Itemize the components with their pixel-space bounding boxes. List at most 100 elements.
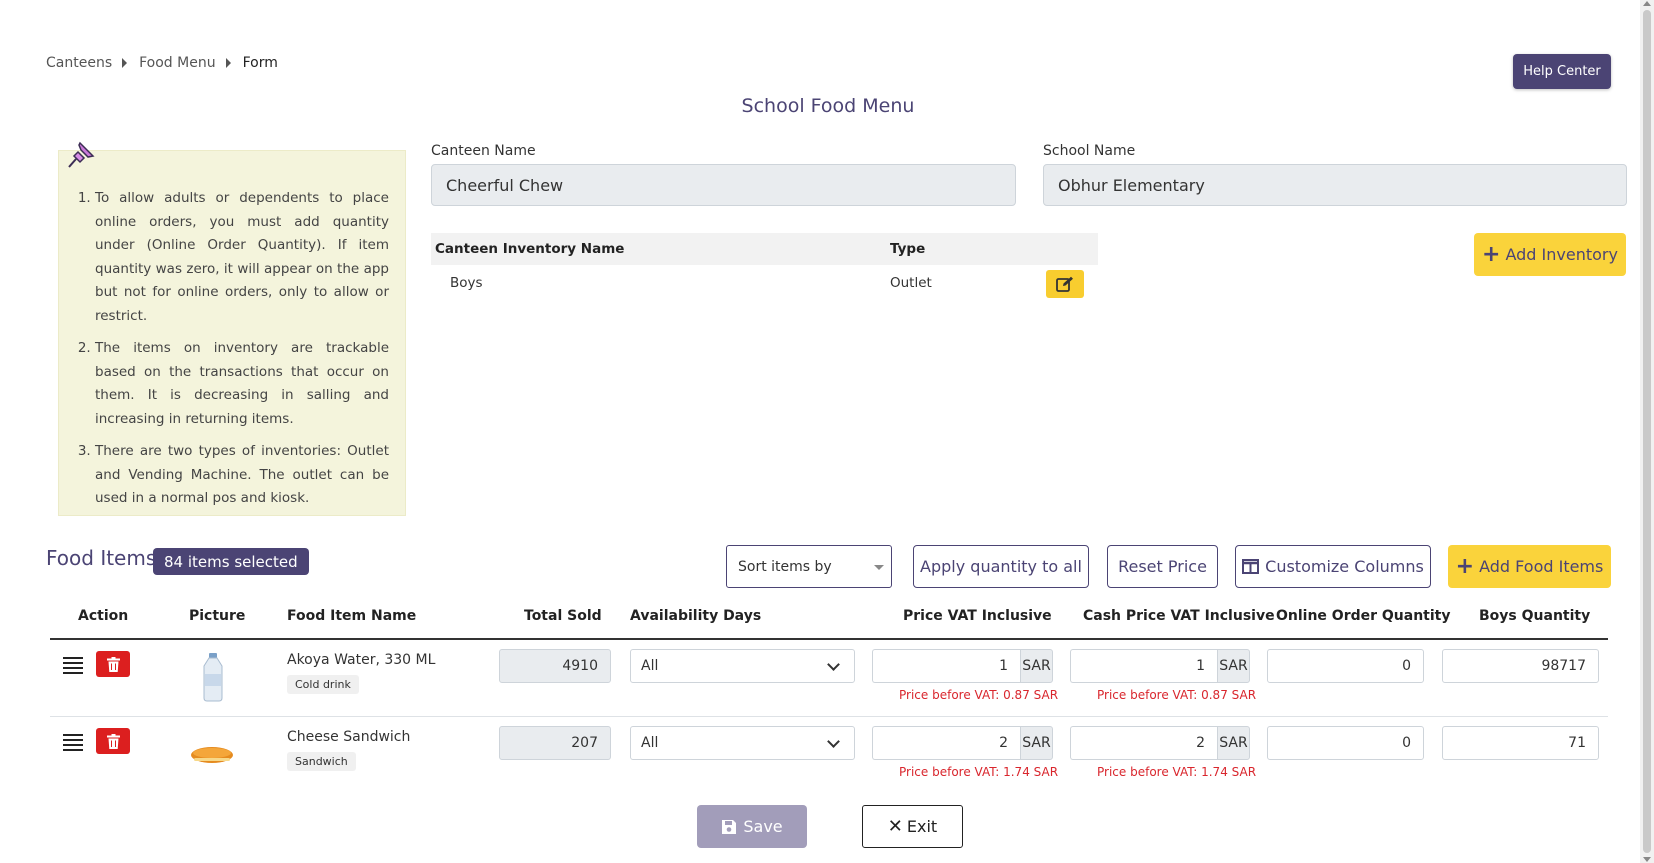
water-bottle-image <box>203 653 223 702</box>
school-name-field: Obhur Elementary <box>1043 164 1627 206</box>
cash-price-input-group: 1 SAR <box>1070 649 1250 683</box>
edit-inventory-button[interactable] <box>1046 270 1084 298</box>
save-button[interactable]: Save <box>697 805 807 848</box>
breadcrumb-current: Form <box>242 55 278 71</box>
inventory-name-cell: Boys <box>450 275 483 291</box>
breadcrumb-food-menu[interactable]: Food Menu <box>139 55 216 71</box>
close-icon: ✕ <box>887 815 903 837</box>
canteen-name-label: Canteen Name <box>431 143 536 159</box>
cash-price-input-group: 2 SAR <box>1070 726 1250 760</box>
online-order-quantity-input[interactable]: 0 <box>1267 726 1424 760</box>
school-name-label: School Name <box>1043 143 1136 159</box>
currency-addon: SAR <box>1020 726 1053 760</box>
apply-quantity-button[interactable]: Apply quantity to all <box>913 545 1089 588</box>
plus-icon: + <box>1455 553 1475 579</box>
scroll-up-icon[interactable] <box>1643 1 1651 6</box>
online-order-quantity-header: Online Order Quantity <box>1276 608 1451 624</box>
availability-days-select[interactable]: All <box>630 726 855 760</box>
boys-quantity-header: Boys Quantity <box>1479 608 1591 624</box>
food-item-category-tag: Cold drink <box>287 675 359 694</box>
plus-icon: + <box>1482 241 1501 267</box>
chevron-down-icon <box>827 735 840 748</box>
instructions-panel: To allow adults or dependents to place o… <box>58 150 406 516</box>
breadcrumb-canteens[interactable]: Canteens <box>46 55 113 71</box>
exit-button[interactable]: ✕ Exit <box>862 805 963 848</box>
edit-icon <box>1056 276 1073 292</box>
drag-handle-icon[interactable] <box>63 734 83 751</box>
inventory-type-cell: Outlet <box>890 275 932 291</box>
inventory-type-header: Type <box>890 241 926 257</box>
columns-icon <box>1242 559 1260 574</box>
total-sold-header: Total Sold <box>524 608 602 624</box>
availability-days-value: All <box>641 658 659 674</box>
instruction-item: There are two types of inventories: Outl… <box>95 440 389 511</box>
scroll-down-icon[interactable] <box>1643 857 1651 862</box>
inventory-row: Boys Outlet <box>431 265 1098 301</box>
food-item-name: Akoya Water, 330 ML <box>287 652 436 668</box>
cash-price-input[interactable]: 2 <box>1070 726 1217 760</box>
trash-icon <box>106 733 120 749</box>
inventory-name-header: Canteen Inventory Name <box>435 241 625 257</box>
price-vat-input-group: 1 SAR <box>872 649 1053 683</box>
total-sold-field: 4910 <box>499 649 611 683</box>
add-inventory-label: Add Inventory <box>1505 245 1618 264</box>
pushpin-icon <box>68 141 95 168</box>
caret-down-icon <box>874 565 884 570</box>
page-title: School Food Menu <box>741 95 915 117</box>
caret-right-icon <box>225 58 231 68</box>
price-vat-header: Price VAT Inclusive <box>903 608 1052 624</box>
food-item-category-tag: Sandwich <box>287 752 356 771</box>
add-inventory-button[interactable]: + Add Inventory <box>1474 233 1626 276</box>
cash-price-before-vat-note: Price before VAT: 0.87 SAR <box>1097 688 1257 702</box>
food-item-name-header: Food Item Name <box>287 608 417 624</box>
currency-addon: SAR <box>1020 649 1053 683</box>
trash-icon <box>106 656 120 672</box>
add-food-items-label: Add Food Items <box>1479 557 1604 576</box>
sort-select-value: Sort items by <box>738 558 832 575</box>
total-sold-field: 207 <box>499 726 611 760</box>
availability-days-select[interactable]: All <box>630 649 855 683</box>
currency-addon: SAR <box>1217 649 1250 683</box>
breadcrumb: Canteens Food Menu Form <box>46 55 278 71</box>
price-before-vat-note: Price before VAT: 0.87 SAR <box>899 688 1059 702</box>
price-vat-input-group: 2 SAR <box>872 726 1053 760</box>
delete-item-button[interactable] <box>96 651 130 677</box>
online-order-quantity-input[interactable]: 0 <box>1267 649 1424 683</box>
cash-price-vat-header: Cash Price VAT Inclusive <box>1083 608 1275 624</box>
page-scrollbar[interactable] <box>1640 0 1654 863</box>
delete-item-button[interactable] <box>96 728 130 754</box>
boys-quantity-input[interactable]: 98717 <box>1442 649 1599 683</box>
canteen-name-field: Cheerful Chew <box>431 164 1016 206</box>
add-food-items-button[interactable]: + Add Food Items <box>1448 545 1611 588</box>
customize-columns-button[interactable]: Customize Columns <box>1235 545 1431 588</box>
chevron-down-icon <box>827 658 840 671</box>
help-center-button[interactable]: Help Center <box>1513 54 1611 89</box>
boys-quantity-input[interactable]: 71 <box>1442 726 1599 760</box>
food-items-title: Food Items <box>46 546 157 570</box>
action-header: Action <box>78 608 129 624</box>
save-label: Save <box>743 817 783 836</box>
reset-price-button[interactable]: Reset Price <box>1107 545 1218 588</box>
floppy-disk-icon <box>722 819 737 834</box>
instruction-item: The items on inventory are trackable bas… <box>95 337 389 431</box>
price-before-vat-note: Price before VAT: 1.74 SAR <box>899 765 1059 779</box>
price-vat-input[interactable]: 2 <box>872 726 1020 760</box>
inventory-header-row: Canteen Inventory Name Type <box>431 233 1098 265</box>
sort-items-select[interactable]: Sort items by <box>726 545 892 588</box>
items-selected-badge: 84 items selected <box>153 548 309 575</box>
price-vat-input[interactable]: 1 <box>872 649 1020 683</box>
drag-handle-icon[interactable] <box>63 657 83 674</box>
food-item-name: Cheese Sandwich <box>287 729 411 745</box>
table-header-divider <box>50 638 1608 640</box>
instruction-item: To allow adults or dependents to place o… <box>95 187 389 328</box>
exit-label: Exit <box>906 817 938 836</box>
customize-columns-label: Customize Columns <box>1265 557 1424 576</box>
picture-header: Picture <box>189 608 246 624</box>
scroll-thumb[interactable] <box>1643 10 1651 853</box>
sandwich-image <box>191 747 233 763</box>
cash-price-before-vat-note: Price before VAT: 1.74 SAR <box>1097 765 1257 779</box>
inventory-table: Canteen Inventory Name Type Boys Outlet <box>431 233 1098 301</box>
row-divider <box>50 716 1608 717</box>
cash-price-input[interactable]: 1 <box>1070 649 1217 683</box>
instructions-list: To allow adults or dependents to place o… <box>95 187 389 520</box>
